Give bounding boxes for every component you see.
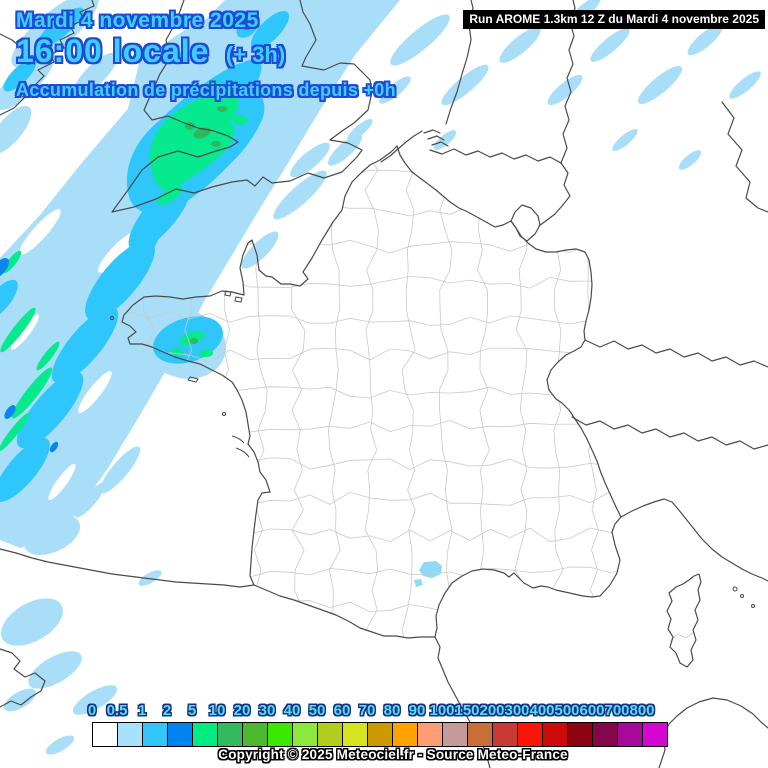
legend-tick-500: 500 <box>554 702 580 719</box>
legend-cell-90 <box>418 723 443 746</box>
legend-cell-700 <box>618 723 643 746</box>
spain-west-coast <box>0 648 46 708</box>
legend-tick-800: 800 <box>629 702 655 719</box>
switzerland-italy-border <box>571 416 768 450</box>
legend-tick-1: 1 <box>137 702 147 719</box>
legend-tick-5: 5 <box>187 702 197 719</box>
belgium-netherlands-border <box>429 148 562 164</box>
legend-cell-5 <box>193 723 218 746</box>
legend-color-bar <box>92 722 668 747</box>
legend-cell-800 <box>643 723 667 746</box>
legend-tick-90: 90 <box>408 702 426 719</box>
legend-cell-60 <box>343 723 368 746</box>
legend-cell-600 <box>593 723 618 746</box>
legend-tick-400: 400 <box>529 702 555 719</box>
copyright-label: Copyright © 2025 Meteociel.fr - Source M… <box>218 747 568 762</box>
map-header: Mardi 4 novembre 2025 16:00 locale (+ 3h… <box>16 10 396 99</box>
spain-north-coast <box>0 548 255 588</box>
precip-layer-green <box>0 80 248 452</box>
valid-time-label: 16:00 locale <box>16 33 210 69</box>
legend-cell-40 <box>293 723 318 746</box>
legend-tick-50: 50 <box>308 702 326 719</box>
tuscan-island-1 <box>740 594 744 598</box>
ireland-bay <box>0 33 35 65</box>
run-info-bar: Run AROME 1.3km 12 Z du Mardi 4 novembre… <box>463 10 765 29</box>
legend-tick-30: 30 <box>258 702 276 719</box>
legend-tick-150: 150 <box>454 702 480 719</box>
belgium-germany-border <box>538 162 571 227</box>
islands-layer <box>110 290 755 608</box>
legend-tick-40: 40 <box>283 702 301 719</box>
legend-cell-0 <box>93 723 118 746</box>
legend-tick-300: 300 <box>504 702 530 719</box>
ile-d-yeu <box>222 412 226 416</box>
legend-tick-10: 10 <box>208 702 226 719</box>
ile-de-re <box>231 435 245 444</box>
legend-cell-500 <box>568 723 593 746</box>
legend-cell-20 <box>243 723 268 746</box>
legend-cell-2 <box>168 723 193 746</box>
scheldt-islands <box>423 129 449 147</box>
tuscan-island-2 <box>751 604 755 608</box>
great-britain-coast <box>111 0 373 213</box>
legend-cell-30 <box>268 723 293 746</box>
precip-layer-dark-green <box>185 106 227 344</box>
legend-tick-20: 20 <box>233 702 251 719</box>
legend-tick-2: 2 <box>162 702 172 719</box>
ile-d-oleron <box>235 447 250 458</box>
elba-island <box>732 586 738 592</box>
corsica-coast <box>666 573 702 668</box>
ireland-coast <box>0 0 95 116</box>
legend-cell-80 <box>393 723 418 746</box>
precip-layer-strong <box>0 22 252 453</box>
legend-tick-600: 600 <box>579 702 605 719</box>
ouessant <box>110 316 114 320</box>
sardinia-coast <box>658 697 768 768</box>
legend-cell-150 <box>468 723 493 746</box>
belgium-coast <box>380 130 423 163</box>
legend-cell-200 <box>493 723 518 746</box>
legend-tick-60: 60 <box>333 702 351 719</box>
germany-east-border <box>721 101 768 213</box>
legend-tick-0.5: 0.5 <box>106 702 128 719</box>
legend-tick-0: 0 <box>87 702 97 719</box>
legend-tick-70: 70 <box>358 702 376 719</box>
belle-ile <box>187 376 199 383</box>
legend-cell-50 <box>318 723 343 746</box>
legend-tick-200: 200 <box>479 702 505 719</box>
corsica-department-border <box>669 631 695 642</box>
parameter-label: Accumulation de précipitations depuis +0… <box>16 80 396 100</box>
legend-cell-400 <box>543 723 568 746</box>
luxembourg-outline <box>510 204 541 242</box>
switzerland-north-border <box>584 339 768 368</box>
date-label: Mardi 4 novembre 2025 <box>16 9 259 32</box>
legend-cell-0.5 <box>118 723 143 746</box>
legend-cell-70 <box>368 723 393 746</box>
italy-coast <box>620 498 768 582</box>
forecast-offset-label: (+ 3h) <box>225 42 286 67</box>
legend-cell-300 <box>518 723 543 746</box>
legend-tick-80: 80 <box>383 702 401 719</box>
legend-cell-10 <box>218 723 243 746</box>
legend-cell-100 <box>443 723 468 746</box>
channel-islands <box>224 290 243 303</box>
legend-tick-100: 100 <box>429 702 455 719</box>
legend-cell-1 <box>143 723 168 746</box>
legend-tick-700: 700 <box>604 702 630 719</box>
